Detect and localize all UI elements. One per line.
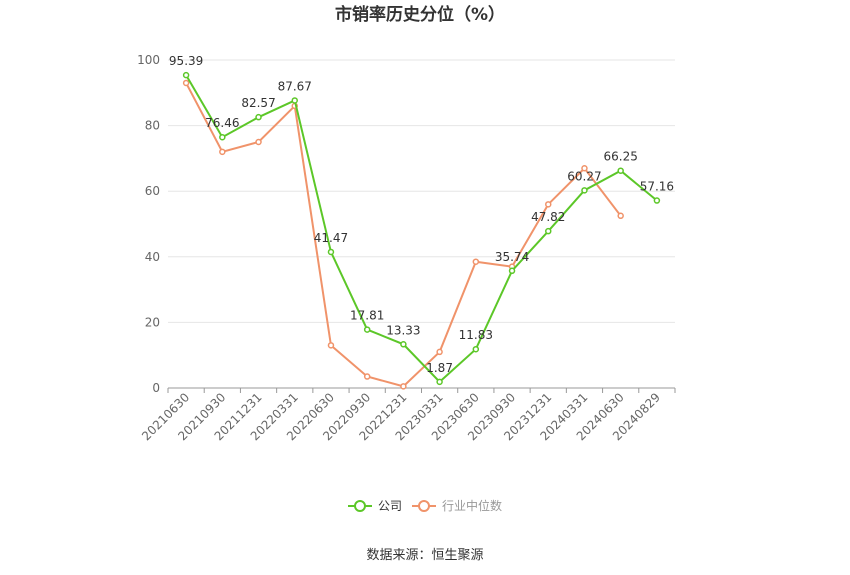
data-point-industry[interactable] [436,348,443,356]
legend-marker-company [354,500,366,512]
data-point-industry[interactable] [182,79,190,87]
data-point-industry[interactable] [617,212,624,220]
y-tick-label: 0 [152,381,160,395]
data-label: 41.47 [314,231,348,245]
data-label: 60.27 [567,169,601,183]
data-point-company[interactable] [472,345,480,353]
data-point-company[interactable] [400,341,407,348]
data-point-company[interactable] [545,227,552,235]
y-tick-label: 80 [145,119,160,133]
legend-label-company: 公司 [378,499,402,513]
data-label: 76.46 [205,116,239,130]
data-point-industry[interactable] [472,258,480,265]
legend-item-company[interactable]: 公司 [348,499,402,513]
data-point-company[interactable] [219,133,226,141]
data-label: 47.82 [531,210,565,224]
chart-title: 市销率历史分位（%） [335,4,505,25]
data-point-company[interactable] [436,378,443,386]
data-point-industry[interactable] [219,148,226,156]
series-line-company [185,74,658,384]
data-point-industry[interactable] [545,201,552,208]
data-point-company[interactable] [617,167,624,174]
legend: 公司 行业中位数 [348,498,502,513]
series-line-industry [185,82,622,388]
y-tick-label: 40 [145,250,160,264]
legend-marker-industry [418,500,430,512]
y-tick-label: 20 [145,315,160,329]
data-label: 11.83 [459,328,493,342]
data-label: 95.39 [169,54,203,68]
y-axis-ticks: 0 20 40 60 80 100 [137,53,160,395]
y-tick-label: 60 [145,184,160,198]
data-label: 17.81 [350,309,384,323]
data-point-company[interactable] [291,97,298,104]
data-label: 66.25 [603,150,637,164]
data-label: 1.87 [426,361,453,375]
data-point-company[interactable] [363,326,371,333]
data-point-industry[interactable] [400,383,407,390]
data-point-industry[interactable] [581,164,588,172]
data-source: 数据来源：恒生聚源 [366,548,483,563]
data-point-company[interactable] [581,187,588,194]
y-tick-label: 100 [137,53,160,67]
data-point-company[interactable] [255,113,262,121]
x-axis: 2021063020210930202112312022033120220630… [139,387,676,443]
grid [168,59,675,323]
data-point-industry[interactable] [327,342,335,349]
data-label: 57.16 [640,180,674,194]
data-point-company[interactable] [327,248,335,256]
data-point-industry[interactable] [255,138,262,146]
data-label: 13.33 [386,323,420,337]
data-point-industry[interactable] [363,373,371,380]
data-point-company[interactable] [182,71,190,79]
legend-label-industry: 行业中位数 [442,498,502,513]
data-point-company[interactable] [508,267,516,275]
data-label: 87.67 [278,79,312,93]
data-label: 35.74 [495,250,529,264]
legend-item-industry[interactable]: 行业中位数 [412,498,502,513]
data-point-company[interactable] [653,197,661,204]
data-label: 82.57 [241,96,275,110]
